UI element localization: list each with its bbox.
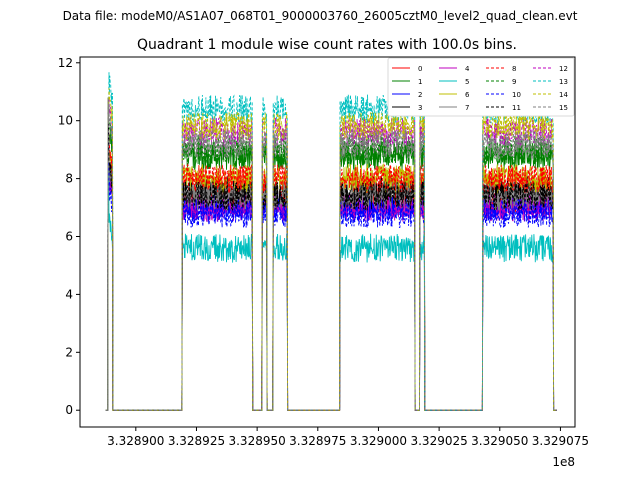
y-axis: 0 2 4 6 8 10 12 [58, 56, 80, 417]
series-line-15 [105, 97, 557, 411]
y-tick-label: 2 [65, 345, 73, 359]
y-tick-label: 4 [65, 287, 73, 301]
legend-label: 7 [465, 104, 469, 112]
legend-label: 9 [512, 78, 516, 86]
x-tick-label: 3.328925 [168, 434, 225, 448]
legend-label: 0 [418, 65, 422, 73]
legend-label: 4 [465, 65, 470, 73]
x-tick-label: 3.328900 [107, 434, 164, 448]
y-tick-label: 8 [65, 172, 73, 186]
plot-frame [79, 56, 576, 428]
x-tick-label: 3.328975 [289, 434, 346, 448]
legend-label: 11 [512, 104, 521, 112]
legend-box [387, 57, 575, 117]
y-tick-label: 12 [58, 56, 73, 70]
y-tick-label: 0 [65, 403, 73, 417]
y-tick-label: 10 [58, 114, 73, 128]
legend-label: 2 [418, 91, 422, 99]
x-tick-label: 3.328950 [228, 434, 285, 448]
x-tick-label: 3.329000 [350, 434, 407, 448]
legend-label: 13 [559, 78, 568, 86]
legend-label: 8 [512, 65, 516, 73]
y-tick-label: 6 [65, 229, 73, 243]
legend-label: 10 [512, 91, 521, 99]
legend-label: 5 [465, 78, 469, 86]
x-tick-label: 3.329050 [471, 434, 528, 448]
plot-lines [105, 72, 557, 411]
chart-suptitle: Data file: modeM0/AS1A07_068T01_90000037… [63, 9, 578, 23]
legend-label: 12 [559, 65, 568, 73]
legend-label: 15 [559, 104, 568, 112]
legend-label: 1 [418, 78, 422, 86]
x-axis: 3.328900 3.328925 3.328950 3.328975 3.329000… [107, 427, 589, 448]
legend-label: 14 [559, 91, 568, 99]
legend-label: 3 [418, 104, 422, 112]
x-tick-label: 3.329075 [532, 434, 589, 448]
legend-label: 6 [465, 91, 470, 99]
x-tick-label: 3.329025 [410, 434, 467, 448]
x-offset-label: 1e8 [552, 455, 575, 469]
chart-title: Quadrant 1 module wise count rates with … [137, 37, 517, 53]
